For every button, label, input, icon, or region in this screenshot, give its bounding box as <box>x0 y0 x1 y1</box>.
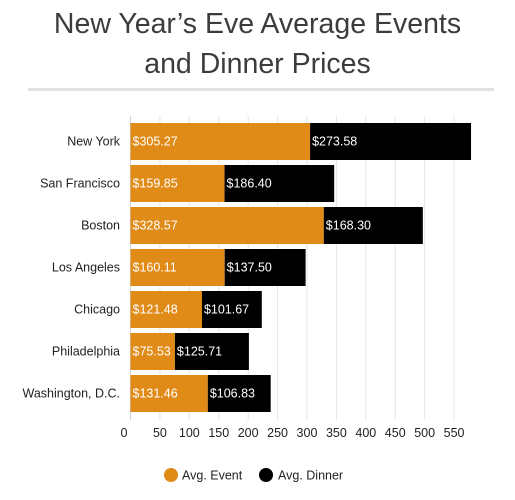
legend-dinner-label: Avg. Dinner <box>278 469 343 483</box>
x-tick-label: 350 <box>326 426 347 440</box>
category-label: Philadelphia <box>52 345 120 359</box>
dinner-bar <box>201 291 262 328</box>
x-tick-label: 200 <box>238 426 259 440</box>
dinner-value-label: $273.58 <box>312 135 357 149</box>
chart-title: New Year’s Eve Average Events and Dinner… <box>0 4 515 84</box>
chart-title-line-2: and Dinner Prices <box>144 48 371 80</box>
event-value-label: $159.85 <box>133 177 178 191</box>
category-label: New York <box>67 135 121 149</box>
category-label: San Francisco <box>40 177 120 191</box>
x-tick-label: 100 <box>179 426 200 440</box>
event-value-label: $121.48 <box>133 303 178 317</box>
category-label: Boston <box>81 219 120 233</box>
category-label: Los Angeles <box>52 261 120 275</box>
x-tick-label: 50 <box>153 426 167 440</box>
event-bar <box>130 207 324 244</box>
dinner-value-label: $137.50 <box>227 261 272 275</box>
dinner-bar <box>174 333 249 370</box>
event-bar <box>130 249 225 286</box>
event-bar <box>130 165 225 202</box>
event-value-label: $305.27 <box>133 135 178 149</box>
x-tick-label: 0 <box>121 426 128 440</box>
event-value-label: $160.11 <box>133 261 177 275</box>
event-bar <box>130 333 175 370</box>
dinner-bar <box>323 207 423 244</box>
event-value-label: $328.57 <box>133 219 178 233</box>
dinner-bar <box>310 123 472 160</box>
event-value-label: $75.53 <box>133 345 171 359</box>
dinner-value-label: $186.40 <box>227 177 272 191</box>
x-tick-label: 300 <box>297 426 318 440</box>
category-label: Chicago <box>74 303 120 317</box>
chart-title-line-1: New Year’s Eve Average Events <box>53 8 462 40</box>
event-bar <box>130 375 208 412</box>
dinner-value-label: $125.71 <box>177 345 222 359</box>
event-value-label: $131.46 <box>133 387 178 401</box>
x-tick-label: 550 <box>444 426 465 440</box>
event-bar <box>130 291 202 328</box>
dinner-value-label: $101.67 <box>204 303 249 317</box>
x-tick-label: 500 <box>414 426 435 440</box>
dinner-value-label: $106.83 <box>210 387 255 401</box>
legend-event-label: Avg. Event <box>182 469 243 483</box>
title-divider <box>28 88 494 91</box>
legend-dinner-swatch <box>259 468 273 482</box>
x-tick-label: 400 <box>355 426 376 440</box>
x-tick-label: 250 <box>267 426 288 440</box>
x-tick-label: 150 <box>208 426 229 440</box>
category-label: Washington, D.C. <box>23 387 121 401</box>
dinner-bar <box>207 375 271 412</box>
dinner-bar <box>224 249 306 286</box>
dinner-value-label: $168.30 <box>326 219 371 233</box>
event-bar <box>130 123 311 160</box>
dinner-bar <box>224 165 335 202</box>
legend-event-swatch <box>164 468 178 482</box>
x-tick-label: 450 <box>385 426 406 440</box>
